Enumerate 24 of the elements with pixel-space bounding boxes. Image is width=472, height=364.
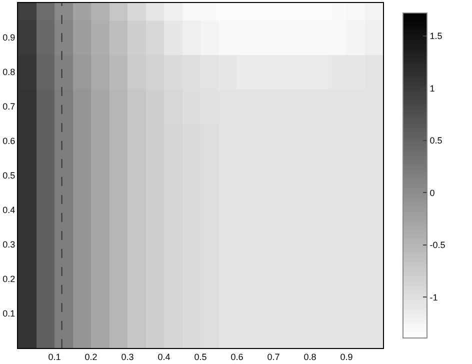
y-tick-label: 0.8 xyxy=(2,67,16,78)
y-tick-label: 0.1 xyxy=(2,308,16,319)
y-tick-label: 0.9 xyxy=(2,32,16,43)
y-tick-label: 0.4 xyxy=(2,205,16,216)
x-tick-label: 0.8 xyxy=(304,352,316,362)
x-tick-label: 0.5 xyxy=(194,352,207,362)
color-bar-label: -1 xyxy=(430,292,438,302)
y-tick-label: 0.6 xyxy=(2,136,16,146)
y-tick-label: 0.3 xyxy=(2,240,16,250)
x-tick-label: 0.7 xyxy=(267,352,280,362)
color-bar-label: 0 xyxy=(430,188,435,198)
x-tick-label: 0.9 xyxy=(340,352,353,362)
x-tick-label: 0.2 xyxy=(84,352,98,362)
x-tick-label: 0.3 xyxy=(121,352,134,362)
x-tick-label: 0.6 xyxy=(230,352,244,362)
color-bar-label: 1 xyxy=(430,83,435,94)
y-tick-label: 0.5 xyxy=(2,170,16,181)
y-tick-label: 0.2 xyxy=(2,274,16,284)
x-tick-label: 0.1 xyxy=(48,352,61,362)
x-tick-label: 0.4 xyxy=(158,352,170,362)
color-bar-label: 0.5 xyxy=(430,136,442,146)
y-tick-label: 0.7 xyxy=(2,102,16,112)
color-bar-label: -0.5 xyxy=(430,240,446,250)
color-bar-label: 1.5 xyxy=(430,31,442,42)
